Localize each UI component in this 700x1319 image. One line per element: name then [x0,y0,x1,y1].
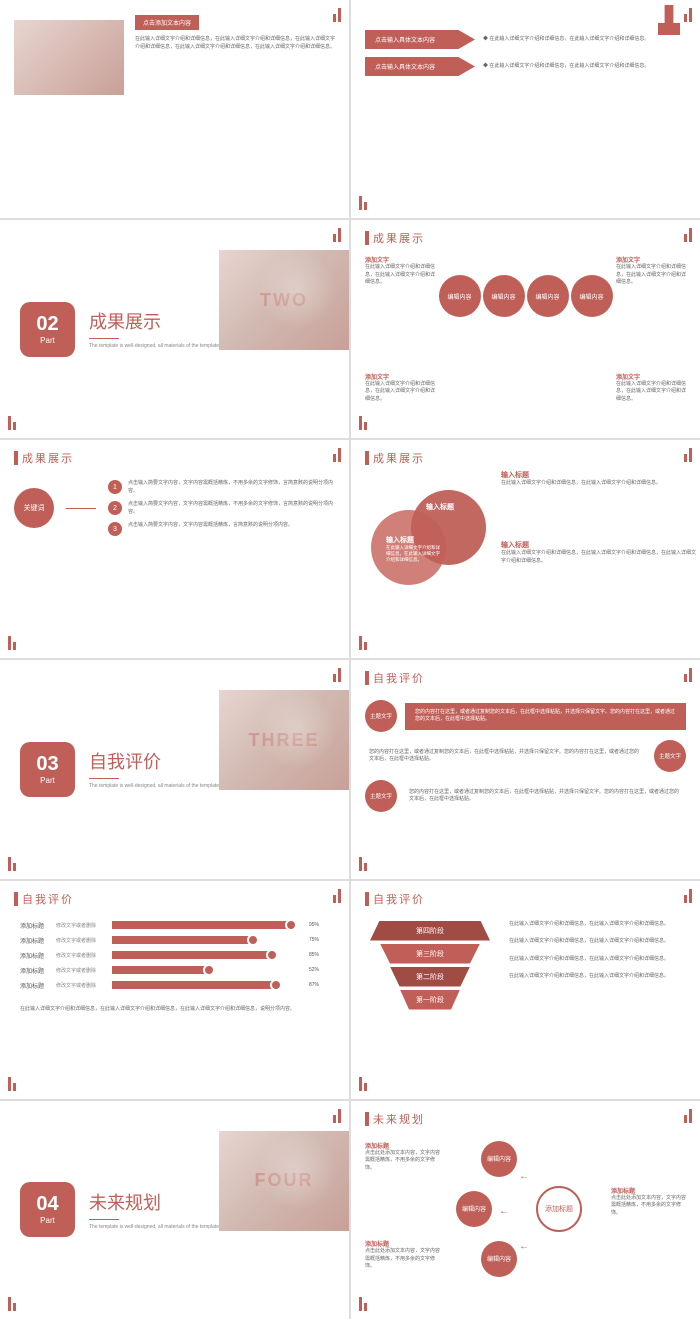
decor-bars [8,1077,16,1091]
part-badge: 02 Part [20,302,75,357]
funnel: 第四阶段 第三阶段 第二阶段 第一阶段 [365,921,495,1013]
bullet: ◆ 在此输入详细文字介绍和详细信息，在此输入详细文字介绍和详细信息。 [483,63,686,71]
arrow-label: 点击输入具体文本内容 [365,57,475,76]
caption-tag: 点击添加文本内容 [135,15,199,30]
slide-2: 点击输入具体文本内容 ◆ 在此输入详细文字介绍和详细信息，在此输入详细文字介绍和… [351,0,700,218]
slide-title: 自我评价 [373,670,425,686]
decor-bars [333,668,341,682]
bar-row: 添加标题修改文字或者删除75% [20,936,329,945]
section-image: TWO [219,250,349,350]
slide-grid: 点击添加文本内容 在此输入详细文字介绍和详细信息，在此输入详细文字介绍和详细信息… [0,0,700,1319]
part-badge: 04 Part [20,1182,75,1237]
node: 编辑内容 [439,275,481,317]
node: 编辑内容 [527,275,569,317]
bar-row: 添加标题修改文字或者删除95% [20,921,329,930]
decor-bars [359,1297,367,1311]
node: 编辑内容 [571,275,613,317]
section-image: FOUR [219,1131,349,1231]
decor-bars [684,668,692,682]
image-placeholder [14,20,124,95]
bar-row: 添加标题修改文字或者删除52% [20,966,329,975]
bar-row: 添加标题修改文字或者删除87% [20,981,329,990]
decor-bars [333,448,341,462]
slide-title: 自我评价 [22,891,74,907]
part-badge: 03 Part [20,742,75,797]
decor-bars [8,636,16,650]
decor-bars [684,889,692,903]
center-node: 添加标题 [536,1186,582,1232]
slide-12: 未来规划 添加标题 点击此处添加文本内容，文字内容需概括精炼，不用多余的文字修饰… [351,1101,700,1319]
decor-bars [8,857,16,871]
slide-title: 成果展示 [22,450,74,466]
arrow-label: 点击输入具体文本内容 [365,30,475,49]
bar-chart: 添加标题修改文字或者删除95% 添加标题修改文字或者删除75% 添加标题修改文字或者… [0,911,349,1006]
decor-bars [333,1109,341,1123]
part-03-cover: 03 Part 自我评价 The template is well-design… [0,660,349,878]
bullet: ◆ 在此输入详细文字介绍和详细信息，在此输入详细文字介绍和详细信息。 [483,36,686,44]
slide-5: 成果展示 关键词 1 点击输入简要文字内容，文字内容需概括精炼，不用多余的文字修… [0,440,349,658]
decor-bars [359,857,367,871]
slide-title: 成果展示 [373,450,425,466]
part-04-cover: 04 Part 未来规划 The template is well-design… [0,1101,349,1319]
decor-bars [684,8,692,22]
decor-bars [684,448,692,462]
decor-bars [333,889,341,903]
slide-4: 成果展示 编辑内容 编辑内容 编辑内容 编辑内容 添加文字 在此输入详细文字介绍… [351,220,700,438]
slide-10: 自我评价 第四阶段 第三阶段 第二阶段 第一阶段 在此输入详细文字介绍和详细信息… [351,881,700,1099]
decor-bars [359,416,367,430]
slide-1: 点击添加文本内容 在此输入详细文字介绍和详细信息，在此输入详细文字介绍和详细信息… [0,0,349,218]
node: 编辑内容 [483,275,525,317]
keyword-circle: 关键词 [14,488,54,528]
decor-bars [359,196,367,210]
decor-bars [333,228,341,242]
decor-bars [684,1109,692,1123]
part-02-cover: 02 Part 成果展示 The template is well-design… [0,220,349,438]
slide-title: 自我评价 [373,891,425,907]
decor-bars [684,228,692,242]
slide-8: 自我评价 主题文字 您的内容打在这里，或者通过复制您的文本后，在此框中选择粘贴，… [351,660,700,878]
bar-row: 添加标题修改文字或者删除85% [20,951,329,960]
slide-title: 成果展示 [373,230,425,246]
decor-bars [8,416,16,430]
body: 在此输入详细文字介绍和详细信息，在此输入详细文字介绍和详细信息，在此输入详细文字… [135,36,335,51]
section-image: THREE [219,690,349,790]
slide-6: 成果展示 输入标题 在此输入详细文字介绍和详细信息，在此输入详细文字介绍和详细信… [351,440,700,658]
slide-9: 自我评价 添加标题修改文字或者删除95%添加标题修改文字或者删除75%添加标题修… [0,881,349,1099]
decor-bars [359,1077,367,1091]
decor-bars [359,636,367,650]
decor-bars [8,1297,16,1311]
slide-title: 未来规划 [373,1111,425,1127]
